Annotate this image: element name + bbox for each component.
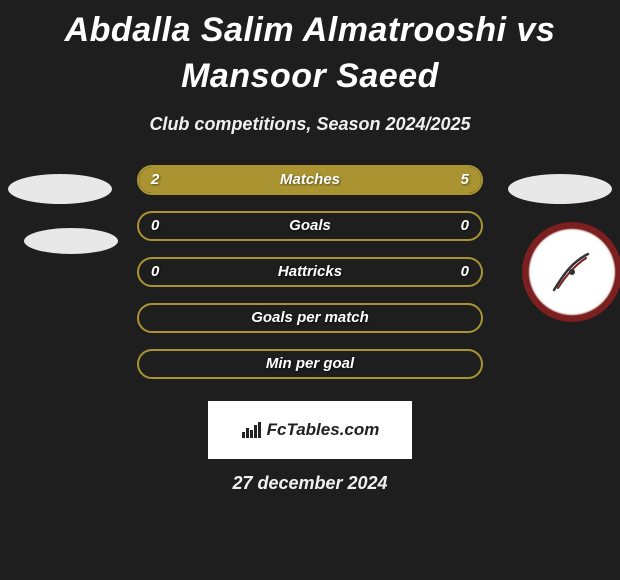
stat-bar: Matches25 xyxy=(137,165,483,195)
comparison-chart: Matches25 Goals00 Hattricks00 Goals per mat… xyxy=(0,157,620,387)
stat-label: Matches xyxy=(139,171,481,188)
stat-row: Min per goal xyxy=(0,341,620,387)
stat-label: Goals xyxy=(139,217,481,234)
footer-date: 27 december 2024 xyxy=(0,473,620,494)
stat-label: Min per goal xyxy=(139,355,481,372)
stat-row: Matches25 xyxy=(0,157,620,203)
page-title: Abdalla Salim Almatrooshi vs Mansoor Sae… xyxy=(0,0,620,100)
brand-footer[interactable]: FcTables.com xyxy=(208,401,412,459)
stat-row: Goals per match xyxy=(0,295,620,341)
brand-chart-icon xyxy=(241,420,261,440)
page-subtitle: Club competitions, Season 2024/2025 xyxy=(0,114,620,135)
stat-bar: Min per goal xyxy=(137,349,483,379)
brand-text: FcTables.com xyxy=(267,420,380,440)
stat-label: Hattricks xyxy=(139,263,481,280)
stat-row: Hattricks00 xyxy=(0,249,620,295)
stat-row: Goals00 xyxy=(0,203,620,249)
stat-label: Goals per match xyxy=(139,309,481,326)
stat-bar: Goals per match xyxy=(137,303,483,333)
stat-bar: Goals00 xyxy=(137,211,483,241)
stat-bar: Hattricks00 xyxy=(137,257,483,287)
